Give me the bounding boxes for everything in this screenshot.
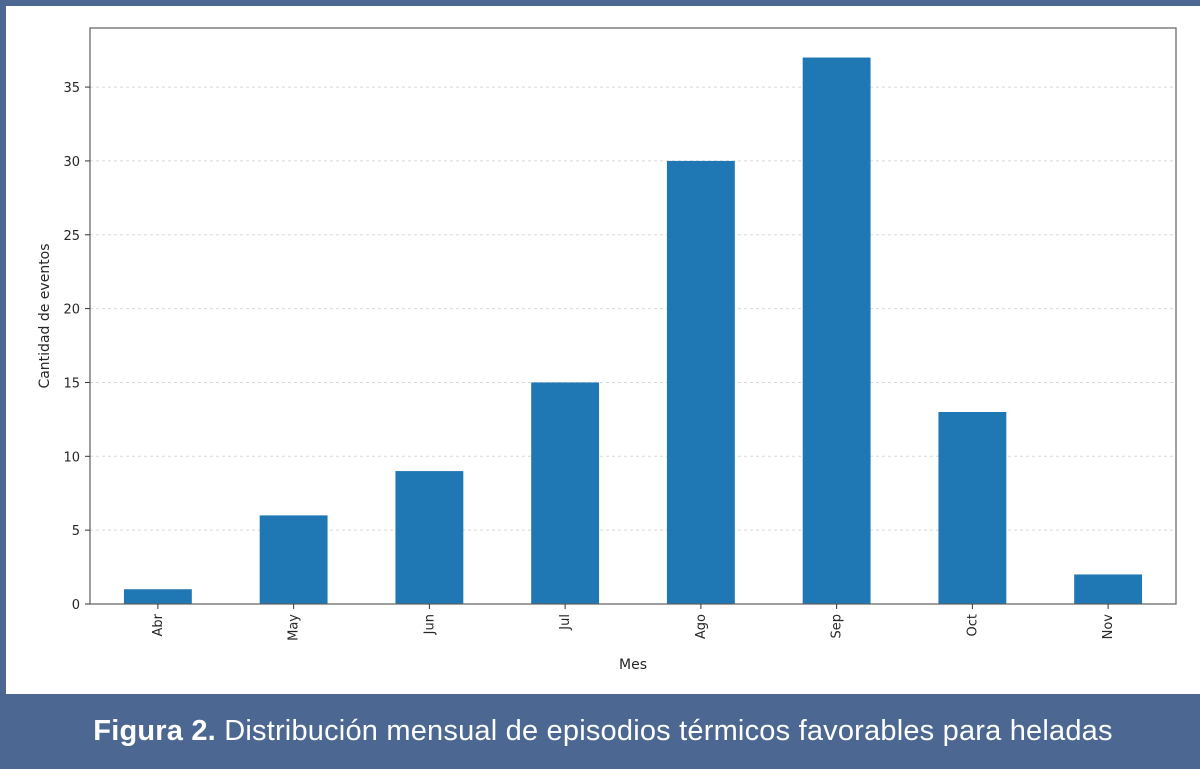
y-tick-label: 15 bbox=[63, 376, 80, 391]
y-axis-label: Cantidad de eventos bbox=[37, 243, 53, 388]
x-tick-label: Abr bbox=[151, 613, 166, 636]
figure-caption: Figura 2. Distribución mensual de episod… bbox=[93, 715, 1112, 748]
x-tick-label: Sep bbox=[830, 614, 845, 639]
x-tick-label: Ago bbox=[694, 614, 709, 639]
caption-bar: Figura 2. Distribución mensual de episod… bbox=[3, 694, 1200, 769]
y-tick-label: 0 bbox=[72, 598, 80, 613]
y-tick-label: 20 bbox=[63, 303, 80, 318]
y-tick-label: 35 bbox=[63, 81, 80, 96]
y-tick-label: 30 bbox=[63, 155, 80, 170]
bars bbox=[123, 57, 1143, 605]
y-tick-label: 5 bbox=[72, 524, 80, 539]
bar-sep bbox=[802, 57, 871, 605]
bar-oct bbox=[938, 412, 1007, 604]
x-tick-label: Jun bbox=[422, 614, 437, 635]
bar-ago bbox=[666, 160, 735, 604]
x-axis-ticks: Abr May Jun Jul Ago Sep Oct Nov bbox=[151, 604, 1116, 641]
bar-may bbox=[259, 515, 328, 604]
x-tick-label: Oct bbox=[965, 614, 980, 636]
x-axis-label: Mes bbox=[619, 657, 647, 673]
bar-abr bbox=[123, 589, 192, 604]
bar-jun bbox=[395, 471, 464, 604]
bar-jul bbox=[531, 382, 600, 604]
figure-caption-text: Distribución mensual de episodios térmic… bbox=[215, 715, 1113, 747]
y-axis-ticks: 0 5 10 15 20 25 30 35 bbox=[63, 81, 90, 613]
y-tick-label: 25 bbox=[63, 229, 80, 244]
grid-lines bbox=[90, 86, 1176, 531]
bar-nov bbox=[1074, 574, 1143, 604]
x-tick-label: May bbox=[287, 614, 302, 641]
x-tick-label: Nov bbox=[1101, 614, 1116, 640]
x-tick-label: Jul bbox=[558, 614, 573, 631]
y-tick-label: 10 bbox=[63, 450, 80, 465]
figure-caption-label: Figura 2. bbox=[93, 715, 216, 747]
plot-frame bbox=[89, 27, 1177, 605]
chart-area: 0 5 10 15 20 25 30 35 Abr May Jun Jul Ago Sep Oct Nov … bbox=[6, 6, 1200, 694]
